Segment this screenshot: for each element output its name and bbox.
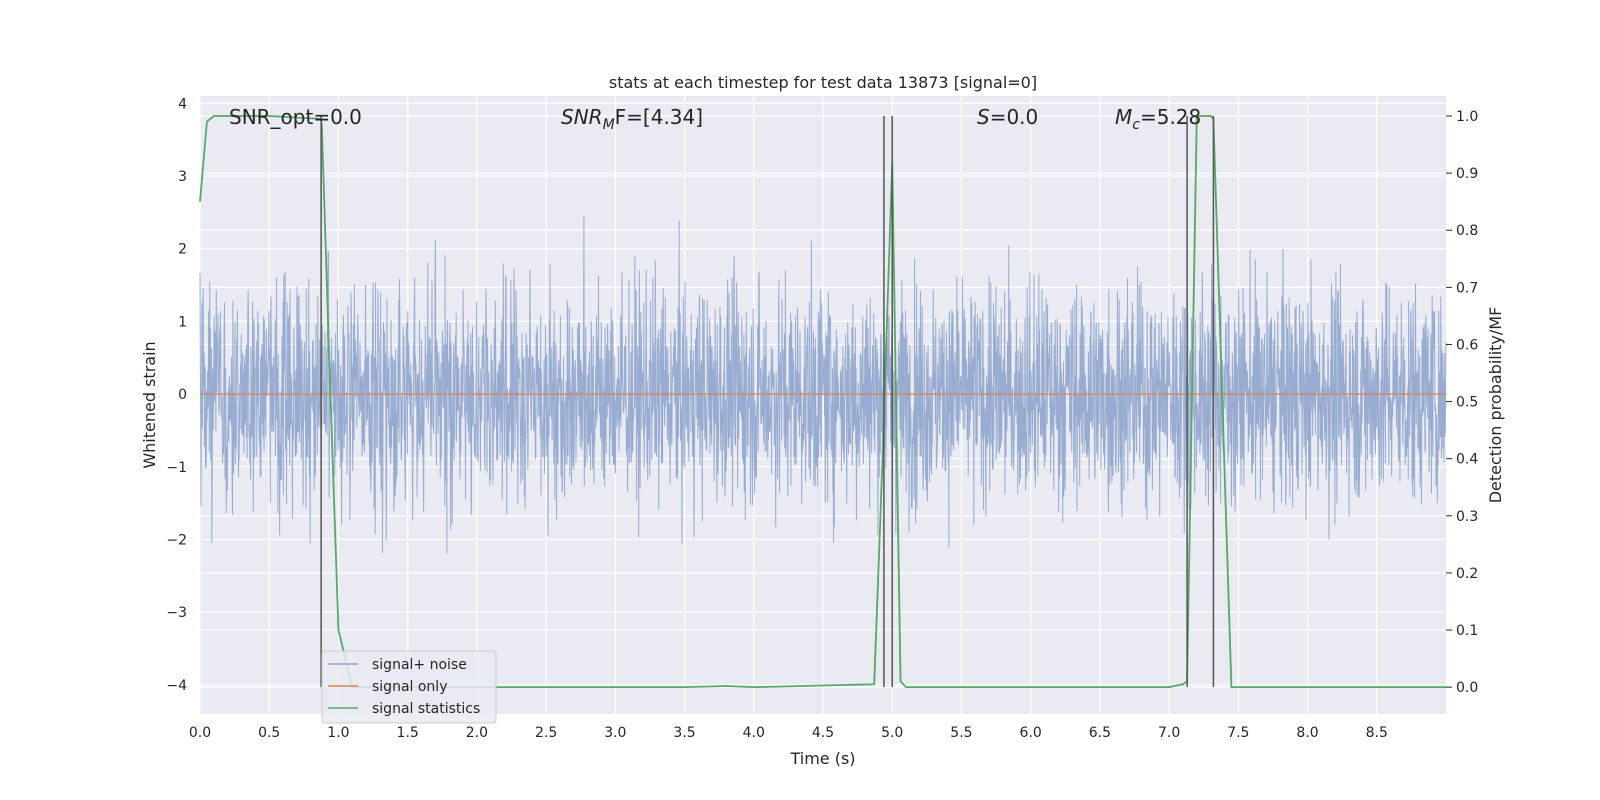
y-tick-label: −2 [166, 533, 187, 549]
y-tick-label: −3 [166, 605, 187, 621]
y2-tick-label: 1.0 [1456, 109, 1478, 125]
x-tick-label: 1.5 [397, 725, 419, 741]
annotation-snr-mf-rest: F=[4.34] [615, 105, 703, 129]
chart-title: stats at each timestep for test data 138… [609, 73, 1037, 92]
legend-label-signal-statistics: signal statistics [372, 701, 480, 717]
y-axis-label: Whitened strain [140, 341, 159, 468]
x-tick-label: 0.0 [189, 725, 211, 741]
x-tick-label: 6.0 [1020, 725, 1042, 741]
y-tick-label: 2 [178, 242, 187, 258]
y2-tick-label: 0.3 [1456, 509, 1478, 525]
annotation-mc-sub: c [1132, 117, 1140, 133]
y-tick-label: 3 [178, 169, 187, 185]
x-tick-labels: 0.0 0.5 1.0 1.5 2.0 2.5 3.0 3.5 4.0 4.5 5.0 5.5 6.0 6… [189, 725, 1388, 741]
x-tick-label: 6.5 [1089, 725, 1111, 741]
y-tick-label: 1 [178, 314, 187, 330]
x-tick-label: 2.0 [466, 725, 488, 741]
legend-label-signal-only: signal only [372, 679, 447, 695]
y2-tick-label: 0.7 [1456, 280, 1478, 296]
annotation-snr-mf-sub: M [603, 117, 615, 133]
annotation-snr-opt: SNR_opt=0.0 [229, 105, 362, 129]
annotation-snr-mf: SNRMF=[4.34] [561, 105, 703, 133]
series-signal-noise [199, 215, 1447, 554]
x-tick-label: 3.0 [604, 725, 626, 741]
x-tick-label: 1.0 [327, 725, 349, 741]
x-axis-label: Time (s) [789, 749, 855, 768]
x-tick-label: 4.5 [812, 725, 834, 741]
x-tick-label: 5.5 [950, 725, 972, 741]
x-tick-label: 0.5 [258, 725, 280, 741]
y-tick-label: 0 [178, 387, 187, 403]
legend: signal+ noise signal only signal statist… [321, 650, 497, 724]
y-tick-label: −1 [166, 460, 187, 476]
y-tick-label: 4 [178, 96, 187, 112]
annotation-mc-main: M [1115, 105, 1132, 129]
annotation-mc-rest: =5.28 [1140, 105, 1201, 129]
x-tick-label: 3.5 [673, 725, 695, 741]
y2-tick-label: 0.0 [1456, 680, 1478, 696]
annotation-snr-mf-main: SNR [561, 105, 603, 129]
y2-tick-label: 0.9 [1456, 166, 1478, 182]
y2-tick-labels: 1.0 0.9 0.8 0.7 0.6 0.5 0.4 0.3 0.2 0.1 0.0 [1446, 109, 1478, 696]
legend-label-signal-noise: signal+ noise [372, 657, 467, 673]
x-tick-label: 7.5 [1227, 725, 1249, 741]
y2-tick-label: 0.6 [1456, 337, 1478, 353]
annotation-s-rest: =0.0 [990, 105, 1039, 129]
y-tick-label: −4 [166, 678, 187, 694]
annotation-mc: Mc=5.28 [1115, 105, 1201, 133]
noise-trace [199, 215, 1447, 554]
x-tick-label: 8.5 [1366, 725, 1388, 741]
y2-tick-label: 0.1 [1456, 623, 1478, 639]
x-tick-label: 5.0 [881, 725, 903, 741]
x-tick-label: 4.0 [743, 725, 765, 741]
x-tick-label: 7.0 [1158, 725, 1180, 741]
y2-tick-label: 0.8 [1456, 223, 1478, 239]
annotation-s-main: S [977, 105, 990, 129]
legend-box [321, 650, 497, 724]
y2-tick-label: 0.4 [1456, 452, 1478, 468]
x-tick-label: 8.0 [1296, 725, 1318, 741]
y2-tick-label: 0.2 [1456, 566, 1478, 582]
y2-tick-label: 0.5 [1456, 395, 1478, 411]
y-tick-labels: 4 3 2 1 0 −1 −2 −3 −4 [166, 96, 187, 694]
annotation-s: S=0.0 [977, 105, 1038, 129]
y2-axis-label: Detection probability/MF [1486, 307, 1505, 504]
trigger-markers [320, 115, 1215, 688]
x-tick-label: 2.5 [535, 725, 557, 741]
